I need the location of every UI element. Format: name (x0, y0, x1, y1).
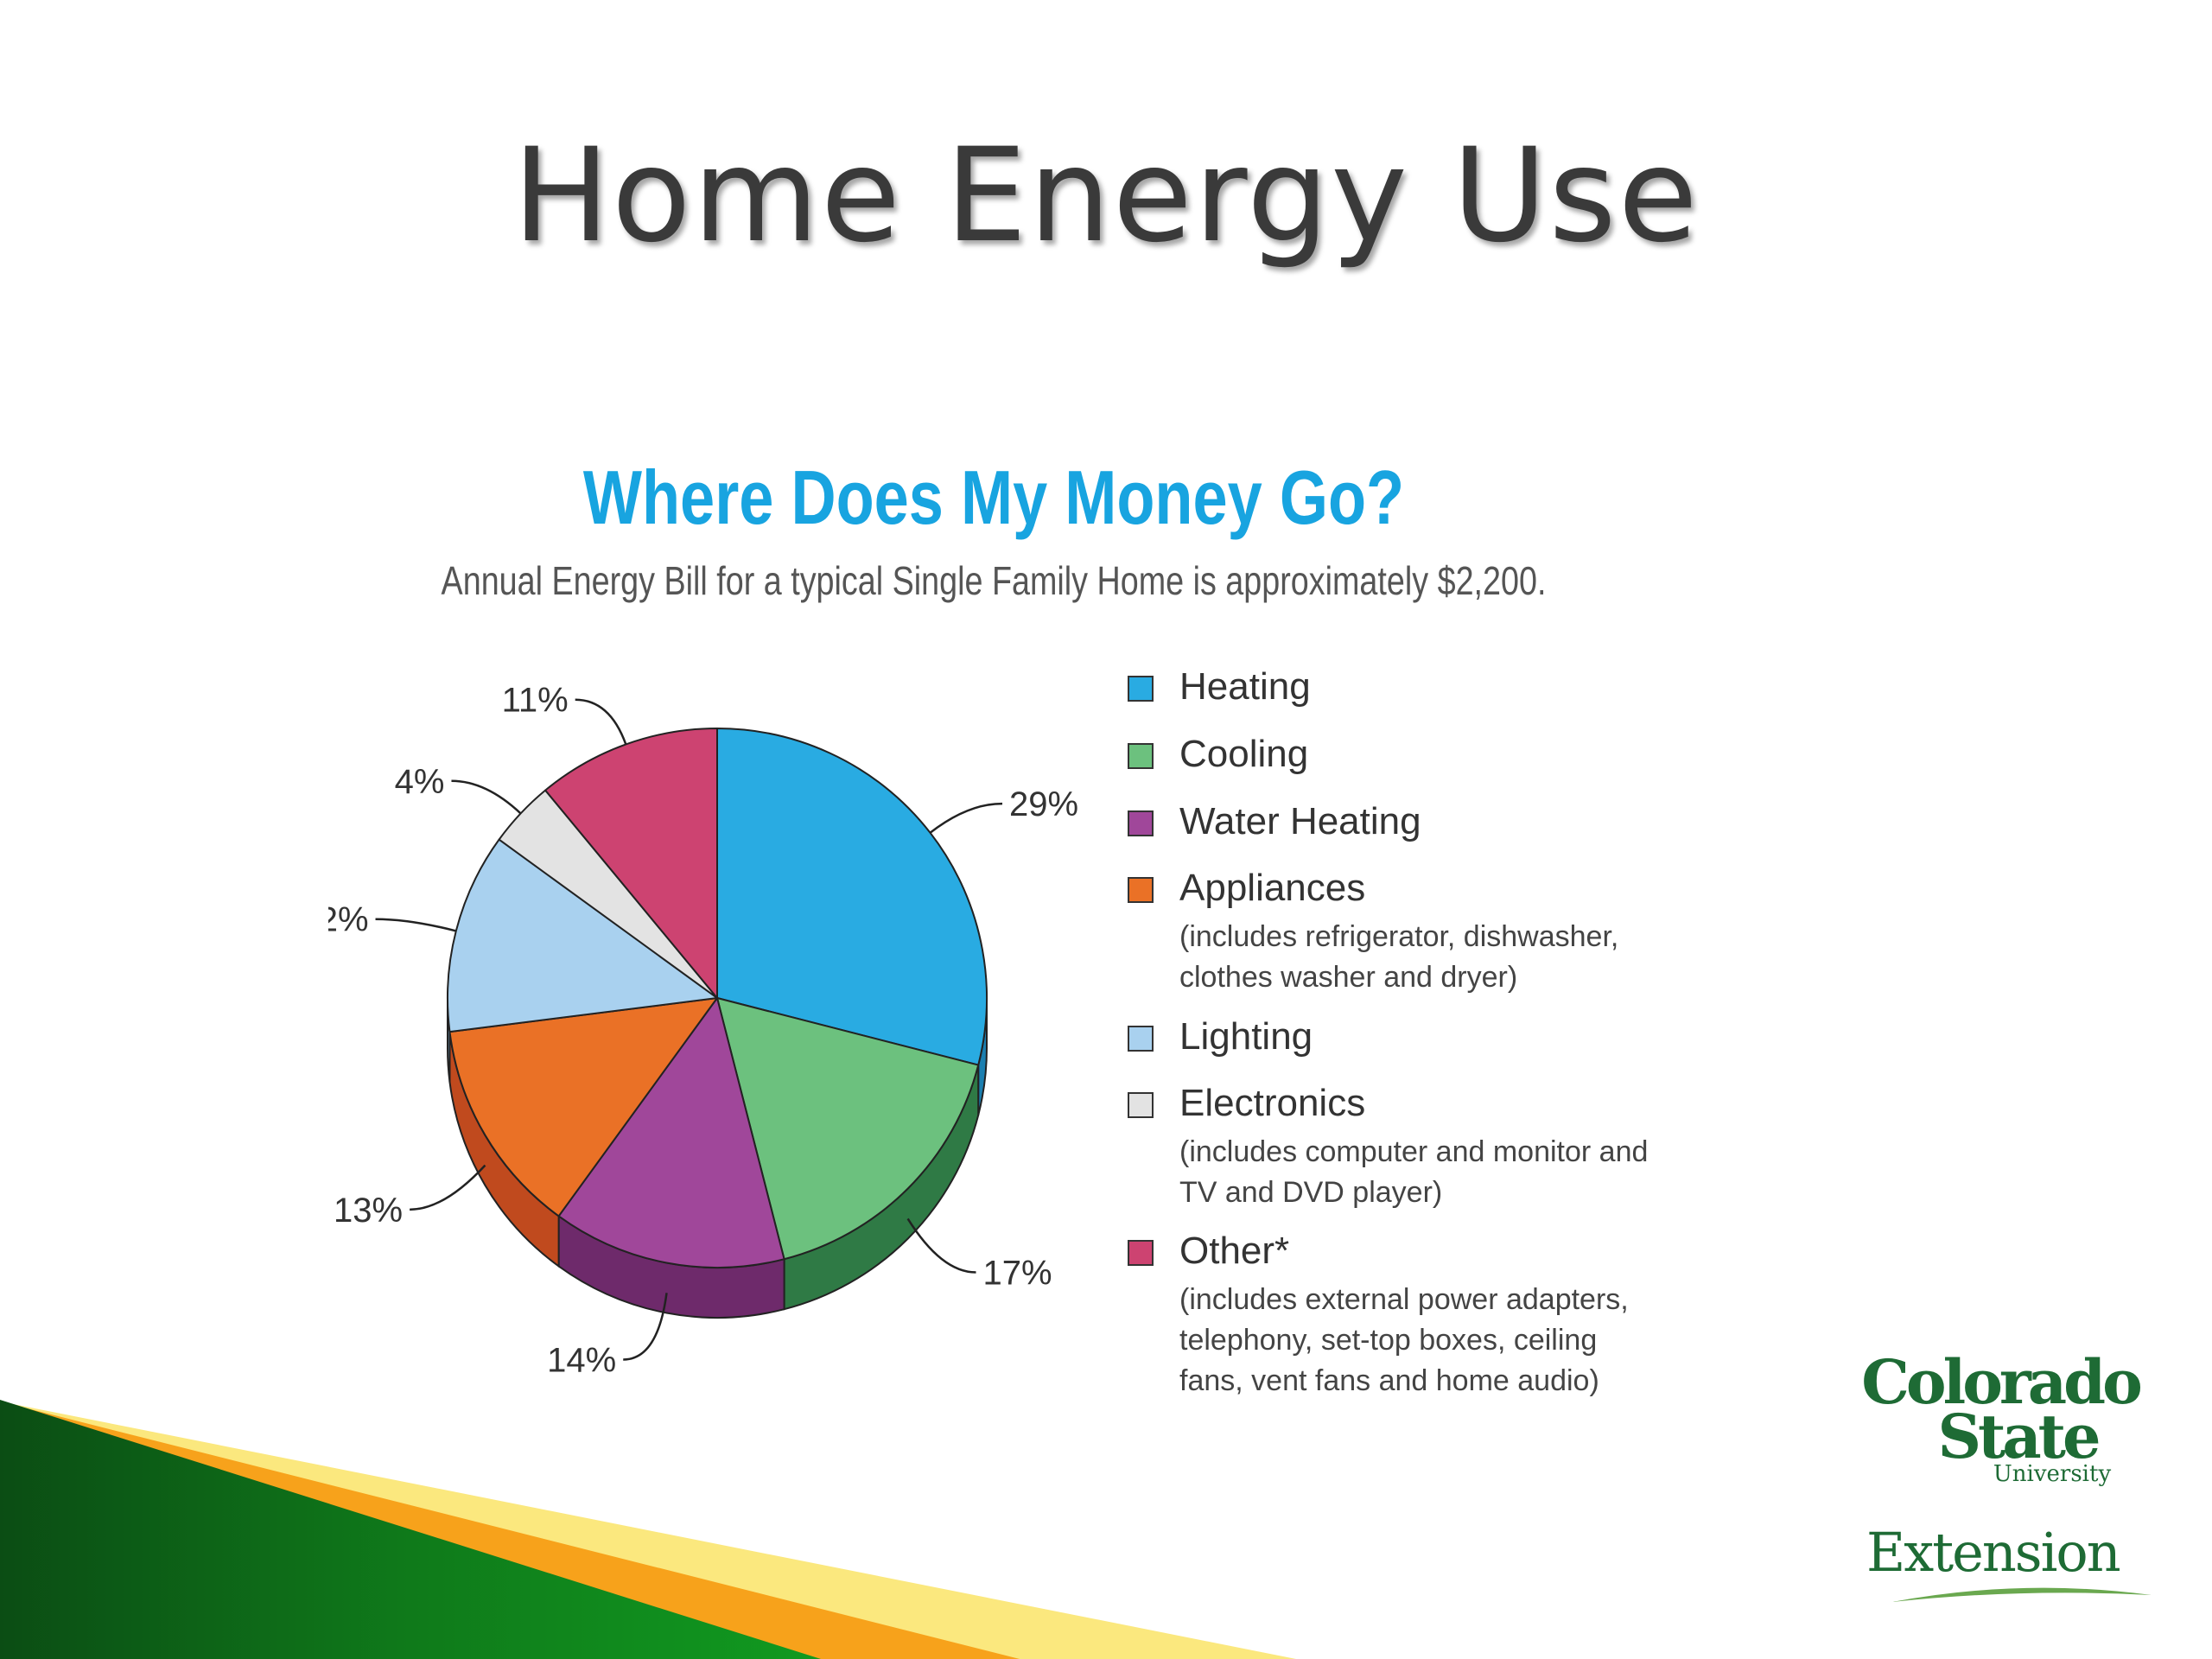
pie-label-cooling: 17% (983, 1255, 1052, 1293)
pie-label-other: 11% (502, 682, 569, 720)
pie-label-electronics: 4% (395, 763, 445, 801)
pie-label-heating: 29% (1009, 785, 1078, 823)
slide-title: Home Energy Use (512, 121, 1700, 271)
pie-leader-cooling (906, 1217, 976, 1274)
logo-extension: Extension (1866, 1521, 2121, 1584)
csu-logo: Colorado State University (1840, 1346, 2160, 1488)
legend-swatch (1128, 1240, 1154, 1266)
pie-label-lighting: 12% (328, 901, 369, 939)
pie-slice-cooling (716, 997, 980, 1261)
legend-swatch (1128, 877, 1154, 903)
pie-leader-heating (929, 802, 1002, 834)
pie-leader-electronics (451, 779, 522, 815)
pie-slice-heating (716, 728, 988, 1066)
legend-label: Electronics (1179, 1082, 1366, 1124)
pie-slice-appliances (448, 997, 718, 1217)
extension-swoosh-icon (1892, 1587, 2152, 1602)
legend-note: (includes refrigerator, dishwasher, clot… (1179, 920, 1619, 994)
logo-colorado: Colorado (1861, 1346, 2143, 1418)
logo-university: University (1993, 1461, 2112, 1487)
pie-leader-water-heating (623, 1293, 668, 1361)
pie-leader-other (575, 698, 627, 745)
legend-swatch (1128, 1092, 1154, 1118)
legend-label: Water Heating (1179, 800, 1421, 842)
pie-label-water-heating: 14% (547, 1341, 616, 1379)
pie-leader-lighting (375, 918, 457, 932)
footer-stripe (0, 1400, 1296, 1659)
legend-label: Other* (1179, 1230, 1290, 1272)
chart-title: Where Does My Money Go? (582, 454, 1405, 540)
pie-chart: 29% 17% 14% 13% 12% 4% 11% (328, 682, 1078, 1380)
legend-label: Heating (1179, 665, 1311, 708)
stripe-green (0, 1400, 821, 1659)
legend-label: Cooling (1179, 733, 1309, 775)
chart-subtitle: Annual Energy Bill for a typical Single … (441, 558, 1547, 603)
pie-label-appliances: 13% (334, 1192, 403, 1230)
pie-leader-appliances (410, 1164, 486, 1211)
legend-note: (includes computer and monitor and TV an… (1179, 1135, 1649, 1209)
legend-swatch (1128, 676, 1154, 702)
pie-slice-water-heating (557, 997, 785, 1268)
legend-swatch (1128, 810, 1154, 836)
pie-slice-other (544, 728, 718, 999)
pie-slice-lighting (447, 838, 718, 1033)
legend-swatch (1128, 1026, 1154, 1052)
legend-label: Lighting (1179, 1015, 1313, 1058)
legend-swatch (1128, 743, 1154, 769)
logo-state: State (1937, 1401, 2101, 1472)
legend-note: (includes external power adapters, telep… (1179, 1283, 1629, 1397)
legend-label: Appliances (1179, 867, 1366, 909)
